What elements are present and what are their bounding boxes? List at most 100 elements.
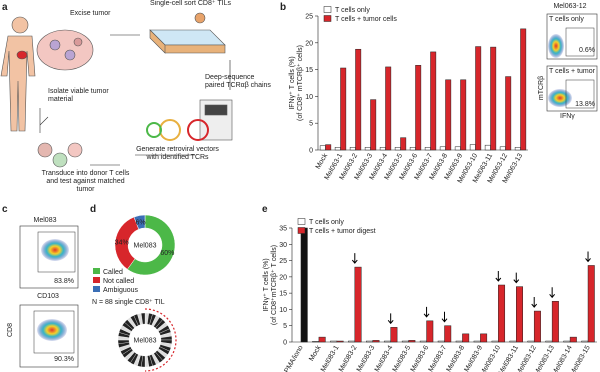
bar xyxy=(300,227,308,343)
panel-label: a xyxy=(2,2,8,13)
panel-label: d xyxy=(90,204,96,215)
bar xyxy=(319,145,326,151)
x-tick-label: Mel083-7 xyxy=(428,344,449,372)
bar xyxy=(401,340,409,343)
x-tick-label: Mock xyxy=(308,344,323,362)
pie-caption: N = 88 single CD8⁺ TIL xyxy=(92,299,165,306)
y-tick-label: 5 xyxy=(309,121,313,128)
legend-label: Not called xyxy=(103,278,134,285)
bar xyxy=(581,340,589,343)
flow-sample: Mel063-12 xyxy=(553,3,586,10)
slice-label: 60% xyxy=(160,250,174,257)
arrow xyxy=(351,253,358,264)
arrow xyxy=(531,297,538,308)
bar xyxy=(454,146,461,151)
bar xyxy=(336,340,344,343)
gate xyxy=(33,310,75,354)
bar xyxy=(473,340,481,343)
bar xyxy=(426,320,434,343)
gate xyxy=(565,27,595,57)
y-tick-label: 20 xyxy=(305,40,313,47)
legend-swatch xyxy=(297,218,306,225)
legend-swatch xyxy=(297,227,306,234)
ring-segment xyxy=(140,312,146,325)
y-tick-label: 30 xyxy=(279,242,287,249)
bar xyxy=(325,144,332,151)
x-tick-label: Mel083-5 xyxy=(392,344,413,372)
bar xyxy=(354,266,362,343)
charts: IFNγ⁺ T cells (%) (of CD8⁺ mTCRβ⁺ cells) 0… xyxy=(92,6,597,372)
workflow-step: Single-cell sort CD8⁺ TILs xyxy=(150,0,231,7)
panel-label: b xyxy=(280,2,286,13)
bar xyxy=(415,65,422,151)
bar xyxy=(516,286,523,343)
bar xyxy=(533,310,541,343)
bar xyxy=(390,327,398,343)
flow-label: T cells only xyxy=(549,16,584,23)
legend-swatch xyxy=(93,268,100,274)
bar xyxy=(505,76,512,151)
flow-axis-label: CD8 xyxy=(7,323,14,337)
bar xyxy=(340,67,347,151)
legend-swatch xyxy=(323,6,332,13)
y-tick-label: 10 xyxy=(279,307,287,314)
legend-label: Ambiguous xyxy=(103,287,139,294)
bar xyxy=(563,340,571,343)
bar xyxy=(330,340,338,343)
arrow xyxy=(387,313,394,325)
y-tick-label: 35 xyxy=(279,226,287,233)
bar xyxy=(527,340,535,343)
bar xyxy=(514,147,521,151)
y-tick-label: 5 xyxy=(283,323,287,330)
y-tick-label: 25 xyxy=(305,14,313,21)
arrow xyxy=(495,271,502,282)
bar xyxy=(509,340,517,343)
bar xyxy=(437,340,445,343)
workflow-step: Isolate viable tumor material xyxy=(48,88,109,103)
panel-label: e xyxy=(262,204,268,215)
flow-percent: 13.8% xyxy=(575,101,595,108)
x-tick-label: Mel083-4 xyxy=(374,344,395,372)
pie-center-label: Mel083 xyxy=(134,338,157,345)
bar xyxy=(409,147,416,151)
workflow-step: Generate retroviral vectors with identif… xyxy=(136,146,219,161)
flow-axis-label: IFNγ xyxy=(560,113,575,120)
bar xyxy=(475,46,482,151)
pie-center-label: Mel083 xyxy=(134,243,157,250)
y-axis-label: (of CD8⁺mTCRβ⁺ T cells) xyxy=(271,245,278,325)
bar xyxy=(551,301,559,343)
slice-label: 34% xyxy=(115,240,129,247)
y-tick-label: 20 xyxy=(279,274,287,281)
bar xyxy=(424,147,431,151)
y-axis-label: (of CD8⁺ mTCRβ⁺ cells) xyxy=(297,45,304,121)
bar xyxy=(355,48,362,151)
bar xyxy=(372,340,380,343)
arrow xyxy=(585,251,591,263)
flow-b: Mel063-12 T cells only 0.6% T cells + tu… xyxy=(538,3,598,120)
flow-axis-label: mTCRβ xyxy=(538,76,545,100)
bar xyxy=(460,79,467,151)
pie-slice xyxy=(127,214,176,276)
bar xyxy=(480,333,488,343)
bar xyxy=(370,99,377,151)
flow-percent: 0.6% xyxy=(579,47,595,54)
bar xyxy=(334,147,341,151)
bar xyxy=(445,79,452,151)
y-tick-label: 10 xyxy=(305,94,313,101)
bar xyxy=(491,340,499,343)
bar xyxy=(498,284,506,343)
y-tick-label: 15 xyxy=(305,67,313,74)
arrow xyxy=(549,287,556,299)
legend-label: Called xyxy=(103,269,123,276)
flow-axis-label: CD103 xyxy=(37,293,59,300)
arrow xyxy=(441,311,448,323)
slice-label: 6% xyxy=(136,219,146,226)
y-axis-label: IFNγ⁺ T cells (%) xyxy=(289,56,296,109)
bar xyxy=(349,147,356,151)
bar xyxy=(469,144,476,151)
y-tick-label: 0 xyxy=(283,340,287,347)
bar xyxy=(400,137,407,151)
bar xyxy=(587,265,595,343)
bar xyxy=(408,340,416,343)
